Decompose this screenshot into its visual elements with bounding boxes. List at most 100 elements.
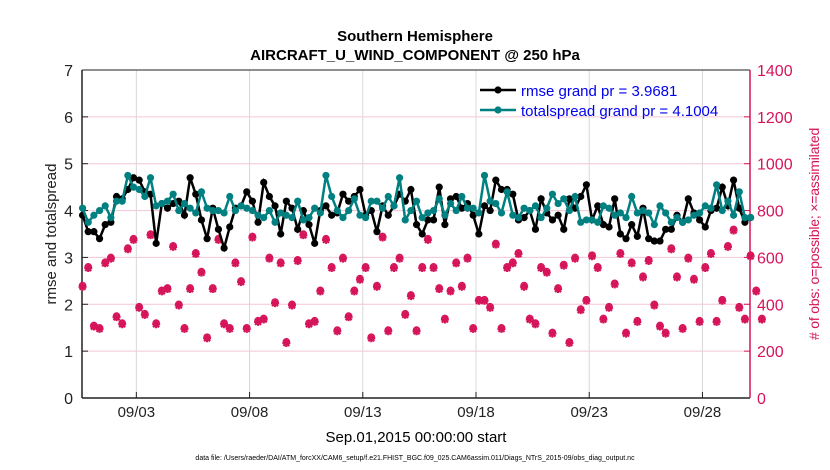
spread-marker: [175, 206, 183, 215]
obs-assimilated-marker: [508, 259, 517, 268]
rmse-marker: [475, 230, 483, 238]
obs-assimilated-marker: [208, 285, 217, 294]
rmse-marker: [328, 211, 336, 219]
spread-marker: [696, 209, 704, 217]
obs-assimilated-marker: [457, 282, 466, 291]
obs-assimilated-marker: [321, 235, 330, 244]
spread-marker: [616, 209, 624, 217]
obs-assimilated-marker: [299, 231, 308, 240]
obs-assimilated-marker: [423, 235, 432, 244]
spread-marker: [424, 209, 432, 217]
obs-assimilated-marker: [480, 296, 489, 305]
obs-assimilated-marker: [338, 254, 347, 263]
obs-assimilated-marker: [554, 285, 563, 294]
spread-marker: [141, 192, 149, 201]
spread-marker: [746, 214, 755, 222]
spread-marker: [446, 199, 455, 208]
spread-marker: [107, 214, 115, 222]
obs-assimilated-marker: [395, 254, 404, 263]
rmse-marker: [560, 225, 568, 233]
rmse-marker: [599, 221, 607, 229]
obs-assimilated-marker: [582, 296, 591, 305]
obs-assimilated-marker: [418, 263, 427, 272]
rmse-marker: [497, 185, 506, 194]
obs-assimilated-marker: [701, 263, 710, 272]
rmse-marker: [277, 230, 285, 238]
rmse-marker: [429, 216, 438, 224]
spread-marker: [639, 206, 647, 215]
spread-marker: [475, 209, 483, 217]
y-tick-label: 2: [64, 297, 73, 314]
obs-assimilated-marker: [723, 242, 732, 251]
spread-marker: [95, 206, 104, 215]
rmse-marker: [565, 195, 574, 203]
obs-assimilated-marker: [197, 268, 206, 277]
rmse-marker: [662, 225, 670, 233]
spread-marker: [220, 209, 228, 217]
spread-marker: [322, 171, 330, 180]
rmse-marker: [129, 174, 138, 182]
obs-assimilated-marker: [146, 231, 155, 240]
obs-assimilated-marker: [689, 275, 698, 284]
obs-assimilated-marker: [548, 329, 557, 338]
spread-marker: [395, 174, 404, 182]
obs-assimilated-marker: [237, 278, 246, 287]
obs-assimilated-marker: [191, 249, 200, 258]
y-tick-label: 7: [64, 63, 73, 80]
rmse-marker: [480, 202, 489, 210]
spread-marker: [209, 206, 217, 215]
x-tick-label: 09/28: [684, 404, 722, 421]
obs-assimilated-marker: [406, 292, 415, 301]
rmse-marker: [197, 216, 206, 224]
spread-marker: [701, 202, 709, 210]
rmse-marker: [384, 211, 392, 219]
spread-marker: [656, 202, 664, 210]
spread-marker: [118, 197, 126, 205]
rmse-marker: [441, 221, 449, 229]
spread-marker: [520, 204, 528, 212]
spread-marker: [588, 216, 596, 224]
spread-marker: [537, 214, 545, 222]
obs-assimilated-marker: [559, 261, 568, 270]
rmse-marker: [548, 216, 557, 224]
obs-assimilated-marker: [350, 287, 359, 296]
obs-assimilated-marker: [661, 329, 670, 338]
legend-marker-rmse: [494, 86, 502, 94]
spread-marker: [112, 197, 121, 205]
rmse-marker: [418, 230, 426, 238]
y2-tick-label: 400: [757, 297, 784, 314]
spread-marker: [237, 202, 245, 210]
obs-assimilated-marker: [169, 242, 178, 251]
rmse-marker: [622, 235, 630, 243]
obs-assimilated-marker: [316, 287, 325, 296]
y2-tick-label: 800: [757, 204, 784, 221]
obs-assimilated-marker: [248, 233, 257, 242]
spread-marker: [673, 214, 681, 222]
spread-marker: [458, 192, 466, 201]
obs-assimilated-marker: [101, 259, 110, 268]
x-tick-label: 09/03: [118, 404, 156, 421]
spread-marker: [260, 214, 268, 222]
spread-marker: [84, 218, 92, 226]
obs-assimilated-marker: [678, 324, 687, 333]
spread-marker: [509, 211, 517, 219]
rmse-marker: [311, 239, 319, 247]
spread-marker: [582, 216, 590, 224]
rmse-marker: [577, 192, 585, 201]
spread-marker: [124, 171, 132, 180]
rmse-marker: [537, 195, 545, 203]
obs-assimilated-marker: [282, 338, 291, 347]
obs-assimilated-marker: [95, 324, 104, 333]
spread-marker: [379, 204, 387, 212]
y2-tick-label: 200: [757, 344, 784, 361]
spread-marker: [367, 197, 375, 205]
rmse-marker: [412, 221, 421, 229]
obs-assimilated-marker: [163, 285, 172, 294]
rmse-marker: [373, 228, 381, 236]
spread-marker: [543, 204, 551, 212]
y2-axis-label: # of obs: o=possible; ×=assimilated: [806, 128, 822, 340]
spread-marker: [463, 204, 472, 212]
obs-assimilated-marker: [435, 285, 444, 294]
